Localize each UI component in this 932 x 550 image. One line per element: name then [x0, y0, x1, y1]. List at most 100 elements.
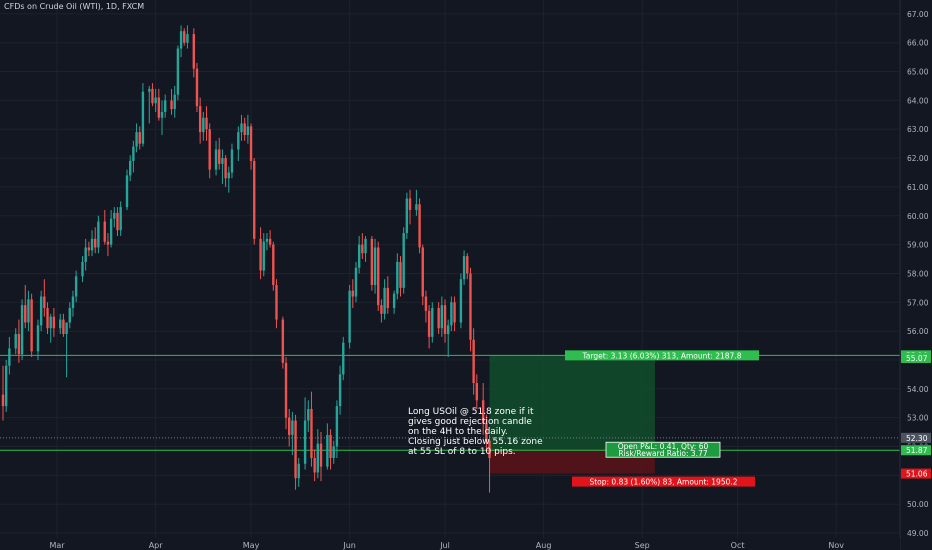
- price-axis-tag: 51.87: [901, 445, 931, 456]
- y-tick-label: 63.00: [907, 125, 929, 134]
- candle: [370, 235, 374, 291]
- candle: [1, 365, 5, 421]
- candle: [392, 290, 396, 314]
- price-axis-background[interactable]: [900, 0, 932, 550]
- candle-body: [27, 299, 30, 323]
- candle: [125, 169, 129, 210]
- candle: [240, 114, 243, 141]
- candle: [361, 233, 364, 260]
- candle: [453, 296, 456, 332]
- x-tick-label: Aug: [536, 541, 552, 550]
- note-line: on the 4H to the daily.: [408, 427, 508, 437]
- candle: [284, 357, 288, 430]
- candle: [408, 189, 412, 225]
- candle: [205, 106, 208, 141]
- candle-body: [424, 296, 428, 311]
- time-axis-background[interactable]: [0, 538, 900, 550]
- candle: [17, 319, 21, 363]
- candle: [421, 244, 424, 306]
- y-tick-label: 50.00: [907, 500, 929, 509]
- target-label[interactable]: Target: 3.13 (6.03%) 313, Amount: 2187.8: [565, 350, 759, 361]
- candle-body: [214, 149, 218, 170]
- candle-body: [195, 68, 199, 107]
- stop-label[interactable]: Stop: 0.83 (1.60%) 83, Amount: 1950.2: [572, 476, 755, 487]
- candle-body: [386, 287, 389, 309]
- candle: [259, 227, 262, 280]
- candle-body: [481, 400, 485, 424]
- candle-body: [348, 290, 351, 343]
- candle: [129, 155, 132, 182]
- candle: [246, 114, 250, 144]
- candle-body: [303, 420, 307, 464]
- candle-body: [1, 394, 5, 407]
- candle: [316, 429, 320, 479]
- candle-body: [284, 362, 288, 418]
- candle: [170, 88, 173, 115]
- candle-body: [415, 204, 418, 210]
- candle: [224, 155, 227, 187]
- candle: [380, 299, 383, 323]
- candle-body: [259, 238, 262, 271]
- candle: [288, 408, 291, 447]
- y-tick-label: 59.00: [907, 241, 929, 250]
- candle: [195, 62, 199, 112]
- y-tick-label: 54.00: [907, 385, 929, 394]
- candle-body: [450, 302, 453, 326]
- candle-body: [218, 149, 221, 164]
- target-zone[interactable]: [489, 355, 655, 451]
- candle: [297, 458, 300, 487]
- candle-body: [338, 374, 342, 407]
- candle-body: [36, 325, 40, 352]
- candle: [291, 411, 294, 456]
- candle: [103, 209, 106, 245]
- candle: [386, 276, 389, 314]
- candle-body: [65, 322, 68, 335]
- candle: [106, 233, 110, 257]
- candle-body: [294, 420, 297, 479]
- candle-body: [224, 158, 227, 179]
- candle-body: [179, 31, 183, 49]
- candle-body: [243, 123, 246, 136]
- candle: [351, 279, 354, 309]
- candle-body: [319, 443, 323, 467]
- price-tag-text: 52.30: [906, 434, 928, 443]
- y-tick-label: 66.00: [907, 39, 929, 48]
- x-tick-label: May: [243, 541, 260, 550]
- pnl-text: Open P&L: 0.41, Qty: 60: [618, 442, 709, 451]
- candle: [20, 299, 24, 360]
- candle: [24, 284, 27, 329]
- candle-body: [141, 91, 145, 144]
- trade-note: Long USOil @ 51.8 zone if it gives good r…: [408, 407, 543, 457]
- candle-body: [380, 305, 383, 314]
- candle-body: [90, 238, 94, 251]
- candle: [427, 305, 431, 349]
- candle-body: [103, 221, 106, 242]
- candle-body: [466, 256, 469, 274]
- candle-body: [332, 446, 335, 459]
- candle: [138, 126, 141, 150]
- candle-body: [163, 100, 167, 112]
- candle-body: [335, 406, 339, 447]
- candle: [4, 359, 8, 412]
- note-line: Long USOil @ 51.8 zone if it: [408, 407, 534, 417]
- candle-body: [138, 132, 141, 144]
- candle-body: [49, 316, 52, 329]
- candle: [157, 88, 161, 121]
- candle-body: [316, 443, 320, 473]
- candle-body: [307, 408, 310, 421]
- candle: [192, 28, 195, 78]
- candle-body: [227, 172, 230, 179]
- candle: [214, 140, 218, 176]
- price-tag-bg: [901, 352, 931, 363]
- candle: [27, 290, 30, 332]
- candle: [116, 207, 119, 236]
- candle-body: [113, 212, 116, 219]
- candle: [249, 123, 253, 170]
- candle-body: [370, 238, 374, 285]
- candle: [262, 233, 265, 277]
- candle-body: [249, 126, 253, 161]
- candle: [36, 319, 40, 360]
- candle: [447, 319, 450, 358]
